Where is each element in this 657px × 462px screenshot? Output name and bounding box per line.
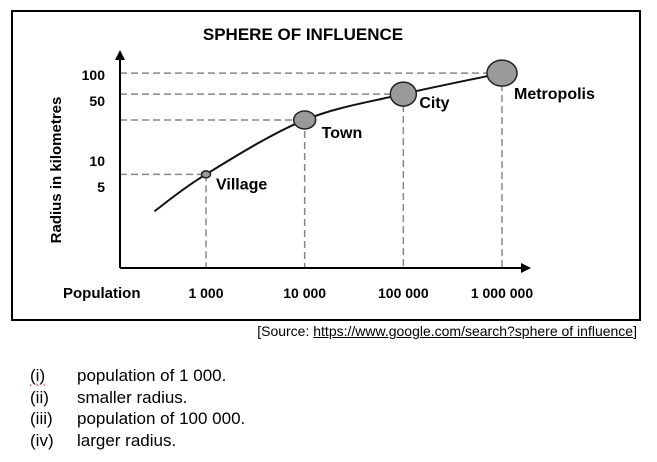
source-suffix: ] [633,323,637,339]
x-tick-label: 1 000 000 [471,285,533,301]
settlement-label: City [419,95,449,112]
source-citation: [Source: https://www.google.com/search?s… [257,323,637,339]
option-number: (iv) [30,430,54,450]
y-tick-label: 10 [89,153,105,169]
option-text: smaller radius. [77,387,188,407]
settlement-marker [389,81,418,107]
y-tick-label: 50 [89,93,105,109]
chart-title: SPHERE OF INFLUENCE [203,25,403,44]
y-tick-label: 5 [97,179,105,195]
option-item: (iv) larger radius. [30,430,245,452]
option-number: (ii) [30,387,49,407]
option-item: (i) population of 1 000. [30,365,245,387]
option-text: population of 100 000. [77,409,246,428]
option-text: population of 1 000. [77,366,227,385]
source-prefix: [Source: [257,323,314,339]
settlement-marker [292,110,317,130]
sphere-of-influence-chart: SPHERE OF INFLUENCE 5 10 50 100 1 000 10 000 10… [48,25,595,302]
settlement-label: Metropolis [514,86,595,103]
option-item: (ii) smaller radius. [30,387,245,409]
option-item: (iii) population of 100 000. [30,408,245,430]
answer-options: (i) population of 1 000. (ii) smaller ra… [30,365,245,451]
x-axis-arrow [521,263,531,273]
source-link[interactable]: https://www.google.com/search?sphere of … [313,323,634,339]
option-number: (i) [30,366,46,385]
x-tick-label: 1 000 [188,285,223,301]
chart-frame: SPHERE OF INFLUENCE 5 10 50 100 1 000 10 000 10… [11,10,641,321]
settlement-label: Town [322,125,363,142]
y-tick-label: 100 [82,67,106,83]
settlement-marker [200,170,212,179]
settlement-label: Village [216,176,267,193]
y-axis-arrow [115,50,125,60]
y-axis-label: Radius in kilometres [48,97,65,244]
x-axis-label: Population [63,285,141,302]
settlement-marker [486,59,518,87]
x-tick-label: 10 000 [283,285,326,301]
x-tick-label: 100 000 [378,285,429,301]
option-number: (iii) [30,409,53,428]
option-text: larger radius. [77,430,177,450]
